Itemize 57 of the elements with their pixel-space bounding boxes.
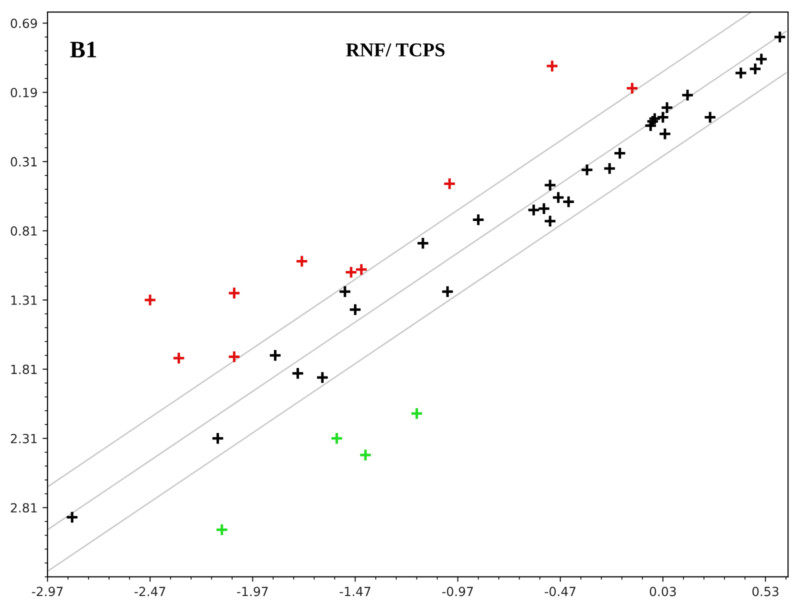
point [613, 146, 626, 160]
point [211, 432, 224, 446]
x-tick-label: 0.53 [752, 586, 778, 596]
point [626, 82, 639, 95]
point [268, 348, 282, 362]
x-tick-label: -0.97 [442, 586, 473, 596]
point [172, 351, 186, 365]
y-tick-label: 0.19 [10, 88, 37, 98]
point [562, 195, 576, 208]
point [410, 406, 424, 420]
point [658, 127, 672, 141]
point [680, 88, 694, 102]
x-tick-label: -0.47 [544, 586, 576, 596]
point [472, 213, 485, 226]
x-tick-label: -2.47 [134, 586, 166, 596]
y-tick-label: 0.81 [10, 226, 37, 236]
point [330, 432, 344, 446]
point [646, 114, 660, 128]
x-tick-label: 0.03 [650, 586, 676, 596]
y-tick-label: 1.31 [11, 295, 37, 305]
y-tick-label: 0.31 [10, 157, 37, 166]
point [348, 303, 362, 316]
y-tick-label: 0.69 [10, 18, 37, 28]
point [143, 293, 157, 307]
point [66, 510, 79, 524]
point [442, 177, 456, 190]
point [703, 110, 717, 124]
text: RNF/ TCPS [346, 43, 445, 56]
x-tick-label: -1.97 [237, 586, 268, 596]
point [228, 286, 241, 300]
annotation: B1 [70, 42, 96, 58]
point [773, 30, 786, 44]
point [354, 262, 368, 276]
point [527, 203, 540, 217]
point [228, 350, 241, 364]
x-tick-label: -2.97 [32, 586, 63, 596]
point [416, 236, 430, 250]
point [543, 178, 557, 192]
y-tick-label: 2.31 [10, 434, 37, 444]
point [440, 285, 454, 298]
point [358, 448, 372, 462]
y-tick-label: 1.81 [11, 364, 37, 374]
point [734, 66, 748, 80]
point [316, 370, 330, 384]
x-tick-label: -1.47 [340, 586, 370, 596]
point [338, 285, 352, 298]
point [602, 162, 616, 176]
point [546, 59, 559, 73]
point [291, 366, 304, 380]
point [537, 202, 551, 216]
y-tick-label: 2.81 [10, 503, 37, 513]
point [344, 266, 358, 279]
point [215, 523, 229, 536]
point [552, 190, 565, 204]
point [295, 254, 309, 268]
point [580, 163, 594, 177]
point [543, 214, 557, 228]
